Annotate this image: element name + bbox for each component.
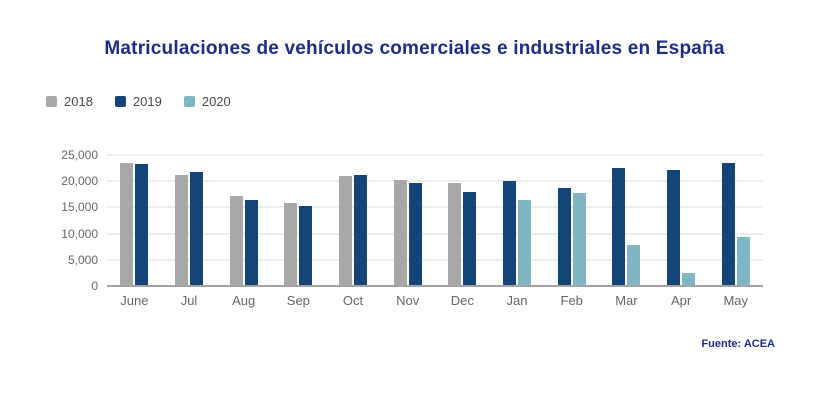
bar-2018-oct (339, 176, 353, 286)
bar-2018-aug (229, 196, 243, 286)
legend-swatch-2019 (114, 96, 126, 107)
legend-label: 2018 (64, 94, 93, 109)
bar-2019-jan (503, 180, 517, 286)
bar-2019-feb (557, 188, 571, 286)
bar-group-may (708, 155, 763, 286)
bar-group-jan (490, 155, 545, 286)
y-tick-label: 20,000 (61, 174, 98, 189)
x-tick-label-feb: Feb (560, 293, 583, 308)
bar-2019-aug (244, 199, 258, 286)
bar-2019-oct (354, 175, 368, 286)
bar-2018-june (120, 162, 134, 286)
x-tick-label-sep: Sep (286, 293, 310, 308)
bar-2018-dec (448, 182, 462, 286)
bar-group-dec (435, 155, 490, 286)
bar-2018-nov (393, 179, 407, 286)
bar-2019-apr (667, 169, 681, 286)
bar-2019-june (135, 163, 149, 286)
y-tick-label: 0 (91, 279, 98, 293)
bar-2019-nov (408, 183, 422, 286)
y-tick-label: 25,000 (61, 148, 98, 162)
legend-item-2020: 2020 (183, 94, 231, 109)
bar-group-feb (544, 155, 599, 286)
bar-group-aug (216, 155, 271, 286)
bar-2018-sep (284, 203, 298, 286)
bar-2019-jul (190, 172, 203, 286)
x-tick-label-nov: Nov (396, 293, 420, 308)
bar-group-oct (326, 155, 381, 286)
bar-2019-mar (612, 167, 626, 286)
y-tick-label: 15,000 (61, 200, 98, 215)
x-axis-labels: June Jul Aug Sep Oct Nov Dec Jan Feb Mar Apr May (107, 293, 763, 308)
bar-2020-may (736, 236, 750, 286)
x-tick-label-mar: Mar (615, 293, 638, 308)
legend-label: 2019 (132, 94, 162, 109)
x-axis-line (107, 285, 763, 287)
x-tick-label-dec: Dec (450, 293, 474, 308)
x-tick-label-june: June (120, 293, 149, 308)
bar-group-june (107, 155, 162, 286)
legend-item-2018: 2018 (46, 94, 93, 109)
source-note: Fuente: ACEA (701, 338, 775, 350)
legend-item-2019: 2019 (114, 94, 162, 109)
bar-group-nov (380, 155, 435, 286)
x-tick-label-jul: Jul (180, 293, 198, 308)
chart-legend: 2018 2019 2020 (46, 94, 231, 109)
x-tick-label-jan: Jan (506, 293, 528, 308)
legend-swatch-2018 (46, 96, 57, 107)
bar-2019-may (721, 162, 735, 286)
gridline (107, 206, 763, 209)
x-tick-label-aug: Aug (232, 293, 256, 308)
x-tick-label-apr: Apr (670, 293, 692, 308)
bar-group-apr (654, 155, 709, 286)
plot-area (107, 154, 763, 287)
bar-2020-jan (518, 200, 532, 286)
y-tick-label: 5,000 (67, 252, 98, 267)
bar-2020-mar (627, 245, 641, 286)
gridline (107, 180, 763, 183)
bar-group-mar (599, 155, 654, 286)
legend-swatch-2020 (183, 96, 195, 107)
x-tick-label-may: May (723, 293, 748, 308)
gridline (107, 154, 763, 156)
bar-groups (107, 155, 763, 286)
bar-2020-apr (682, 272, 696, 286)
gridline (107, 258, 763, 261)
y-axis: 25,000 20,000 15,000 10,000 5,000 0 (0, 148, 98, 293)
bar-2019-sep (299, 206, 313, 286)
gridline (107, 232, 763, 235)
y-tick-label: 10,000 (61, 226, 98, 241)
bar-group-sep (271, 155, 326, 286)
bar-2019-dec (463, 191, 477, 286)
bar-2020-feb (572, 193, 586, 286)
chart-title: Matriculaciones de vehículos comerciales… (104, 38, 725, 59)
legend-label: 2020 (201, 94, 231, 109)
x-tick-label-oct: Oct (342, 293, 364, 308)
bar-group-jul (162, 155, 217, 286)
bar-2018-jul (175, 174, 188, 286)
